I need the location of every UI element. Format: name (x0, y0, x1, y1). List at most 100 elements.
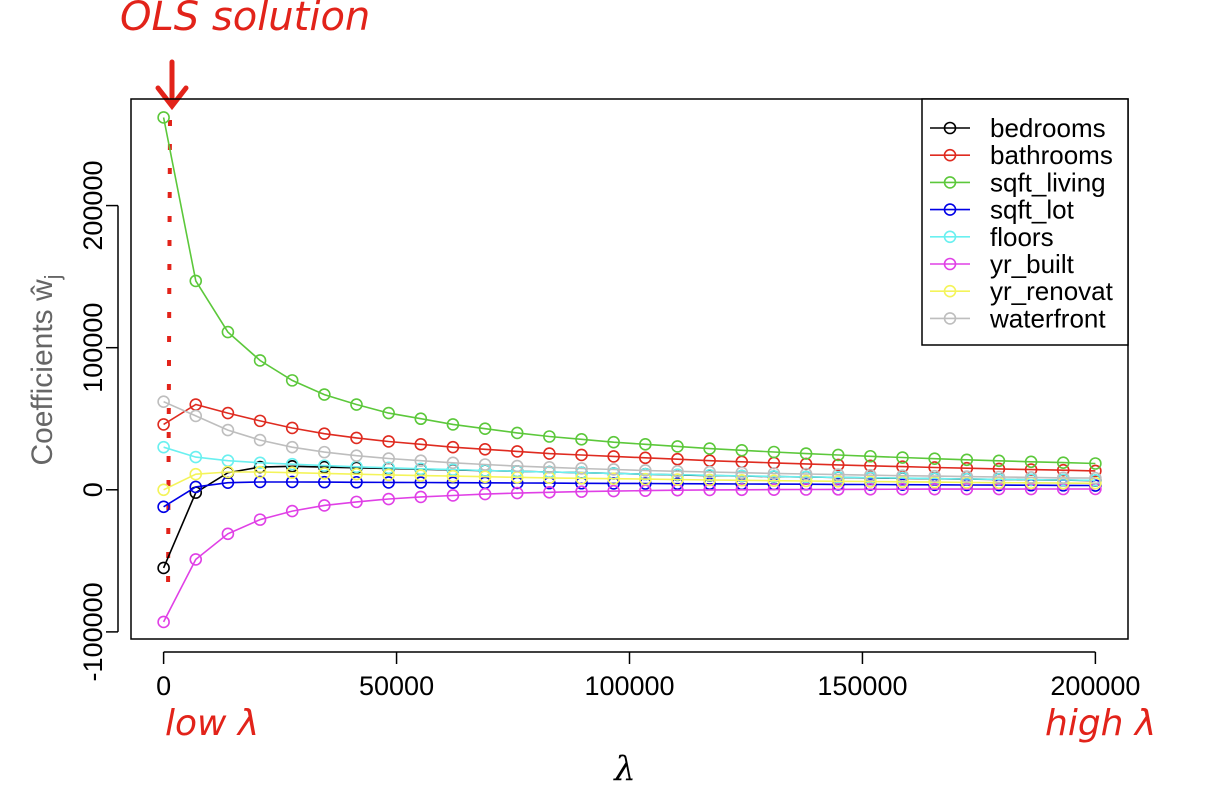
data-point (510, 486, 524, 500)
y-tick-label: 100000 (78, 303, 108, 393)
data-point (1089, 457, 1102, 470)
y-axis-title: Coefficients ŵj (26, 274, 65, 465)
data-point (703, 442, 716, 455)
data-point (414, 490, 428, 504)
y-tick-label: -100000 (78, 582, 108, 681)
data-point (1089, 464, 1102, 478)
data-point (992, 454, 1006, 468)
data-point (1056, 463, 1070, 477)
data-point (253, 414, 267, 428)
data-point (831, 468, 845, 481)
data-point (543, 461, 556, 474)
data-point (671, 477, 684, 490)
series-line (163, 471, 1096, 491)
data-point (446, 469, 460, 483)
legend-label: yr_renovat (990, 276, 1114, 306)
data-point (960, 482, 974, 496)
data-point (671, 440, 684, 453)
legend-marker (943, 230, 957, 244)
data-point (189, 409, 203, 423)
data-point (896, 451, 909, 464)
data-point (864, 475, 877, 488)
data-point (350, 449, 363, 462)
data-point (735, 469, 749, 483)
data-point (1056, 456, 1070, 469)
data-point (575, 471, 588, 485)
legend-marker (943, 176, 957, 189)
data-point (799, 483, 813, 496)
data-point (831, 474, 845, 488)
data-point (639, 438, 652, 451)
data-point (575, 485, 588, 498)
high-lambda-annotation: high λ (1045, 703, 1156, 744)
data-point (607, 435, 620, 449)
data-point (414, 462, 428, 476)
data-point (157, 395, 170, 408)
data-point (607, 450, 620, 463)
data-point (189, 274, 203, 288)
data-point (189, 553, 203, 566)
data-point (992, 470, 1006, 484)
data-point (1056, 471, 1070, 485)
data-point (350, 467, 363, 481)
low-lambda-annotation: low λ (165, 703, 259, 744)
data-point (896, 482, 909, 496)
data-point (446, 456, 460, 470)
data-point (285, 466, 299, 480)
data-point (382, 435, 395, 448)
data-point (285, 457, 299, 471)
legend-label: sqft_living (990, 167, 1106, 197)
data-point (221, 527, 235, 541)
series-line (163, 403, 1096, 472)
data-point (446, 463, 460, 476)
data-point (864, 482, 877, 496)
data-point (285, 421, 299, 435)
data-point (703, 473, 716, 487)
data-point (639, 477, 652, 490)
data-point (318, 445, 331, 459)
data-point (253, 354, 267, 367)
legend-marker (943, 203, 957, 216)
y-tick-label: 200000 (78, 161, 108, 251)
data-point (253, 513, 267, 526)
ols-arrow (155, 59, 189, 111)
legend-entry: sqft_living (930, 167, 1106, 197)
data-point (703, 465, 716, 479)
series-layer (157, 111, 1102, 629)
legend-label: floors (990, 222, 1054, 252)
x-tick-label: 100000 (584, 671, 674, 701)
data-point (735, 483, 749, 497)
data-point (1024, 471, 1038, 484)
data-point (318, 388, 331, 401)
data-point (510, 459, 524, 473)
legend-entry: yr_built (930, 249, 1075, 279)
data-point (157, 440, 170, 454)
legend-marker (943, 257, 957, 271)
data-point (221, 406, 235, 420)
legend-entry: sqft_lot (930, 195, 1075, 225)
data-point (703, 483, 716, 497)
data-point (960, 453, 974, 467)
data-point (157, 500, 170, 514)
data-point (575, 462, 588, 475)
legend-label: sqft_lot (990, 195, 1075, 225)
data-point (253, 465, 267, 479)
series-yr_renovated (157, 465, 1102, 497)
data-point (799, 467, 813, 481)
data-point (671, 465, 684, 478)
data-point (960, 470, 974, 483)
data-point (767, 483, 781, 496)
data-point (928, 452, 941, 465)
legend-entry: bedrooms (930, 113, 1106, 143)
data-point (992, 482, 1006, 496)
series-line (163, 481, 1096, 508)
data-point (446, 489, 460, 502)
data-point (157, 483, 170, 497)
data-point (831, 458, 845, 472)
data-point (478, 487, 492, 501)
legend-entry: yr_renovat (930, 276, 1114, 306)
data-point (831, 483, 845, 496)
data-point (414, 469, 428, 482)
ols-dashed-marker (166, 119, 172, 601)
data-point (350, 398, 363, 411)
